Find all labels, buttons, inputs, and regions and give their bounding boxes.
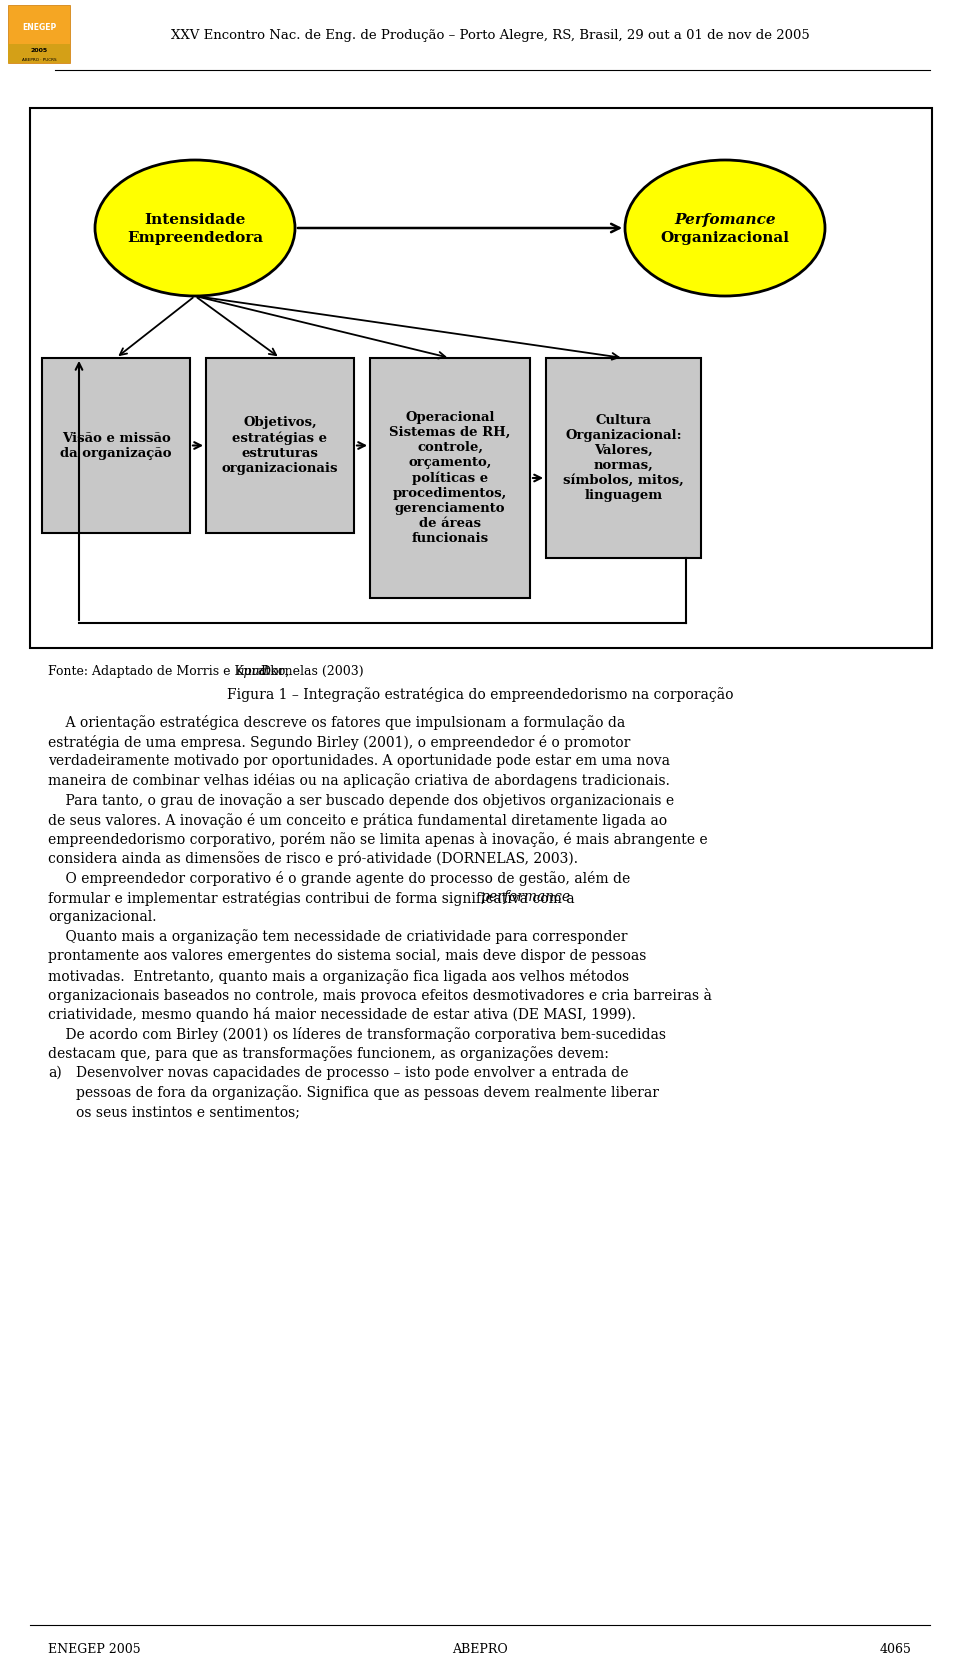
Text: Perfomance: Perfomance xyxy=(674,213,776,228)
Ellipse shape xyxy=(95,160,295,296)
Text: XXV Encontro Nac. de Eng. de Produção – Porto Alegre, RS, Brasil, 29 out a 01 de: XXV Encontro Nac. de Eng. de Produção – … xyxy=(171,28,809,42)
Text: A orientação estratégica descreve os fatores que impulsionam a formulação da: A orientação estratégica descreve os fat… xyxy=(48,715,625,730)
FancyBboxPatch shape xyxy=(546,357,701,558)
Text: ABEPRO: ABEPRO xyxy=(452,1644,508,1655)
Text: pessoas de fora da organização. Significa que as pessoas devem realmente liberar: pessoas de fora da organização. Signific… xyxy=(76,1085,659,1100)
Text: empreendedorismo corporativo, porém não se limita apenas à inovação, é mais abra: empreendedorismo corporativo, porém não … xyxy=(48,833,708,848)
Text: a): a) xyxy=(48,1065,61,1080)
Text: de seus valores. A inovação é um conceito e prática fundamental diretamente liga: de seus valores. A inovação é um conceit… xyxy=(48,813,667,828)
Text: Para tanto, o grau de inovação a ser buscado depende dos objetivos organizaciona: Para tanto, o grau de inovação a ser bus… xyxy=(48,793,674,808)
Text: Quanto mais a organização tem necessidade de criatividade para corresponder: Quanto mais a organização tem necessidad… xyxy=(48,929,628,944)
Text: ABEPRO · PUCRS: ABEPRO · PUCRS xyxy=(22,58,57,61)
FancyBboxPatch shape xyxy=(8,43,70,63)
Text: os seus instintos e sentimentos;: os seus instintos e sentimentos; xyxy=(76,1105,300,1119)
Text: Figura 1 – Integração estratégica do empreendedorismo na corporação: Figura 1 – Integração estratégica do emp… xyxy=(227,686,733,701)
FancyBboxPatch shape xyxy=(206,357,354,534)
Text: formular e implementar estratégias contribui de forma significativa com a: formular e implementar estratégias contr… xyxy=(48,891,579,906)
Text: ENEGEP: ENEGEP xyxy=(22,23,56,33)
Text: Visão e missão
da organização: Visão e missão da organização xyxy=(60,432,172,459)
FancyBboxPatch shape xyxy=(30,108,932,648)
Text: organizacionais baseados no controle, mais provoca efeitos desmotivadores e cria: organizacionais baseados no controle, ma… xyxy=(48,987,712,1002)
Text: Empreendedora: Empreendedora xyxy=(127,231,263,244)
Text: destacam que, para que as transformações funcionem, as organizações devem:: destacam que, para que as transformações… xyxy=(48,1047,609,1062)
Text: O empreendedor corporativo é o grande agente do processo de gestão, além de: O empreendedor corporativo é o grande ag… xyxy=(48,871,631,886)
Text: Dornelas (2003): Dornelas (2003) xyxy=(257,665,364,678)
Text: verdadeiramente motivado por oportunidades. A oportunidade pode estar em uma nov: verdadeiramente motivado por oportunidad… xyxy=(48,755,670,768)
Text: 4065: 4065 xyxy=(880,1644,912,1655)
Text: criatividade, mesmo quando há maior necessidade de estar ativa (DE MASI, 1999).: criatividade, mesmo quando há maior nece… xyxy=(48,1007,636,1022)
Text: apud: apud xyxy=(237,665,268,678)
Text: prontamente aos valores emergentes do sistema social, mais deve dispor de pessoa: prontamente aos valores emergentes do si… xyxy=(48,949,646,962)
Text: Intensidade: Intensidade xyxy=(144,213,246,228)
Ellipse shape xyxy=(625,160,825,296)
Text: Objetivos,
estratégias e
estruturas
organizacionais: Objetivos, estratégias e estruturas orga… xyxy=(222,416,338,475)
FancyBboxPatch shape xyxy=(8,5,70,63)
Text: performance: performance xyxy=(481,891,571,904)
Text: Organizacional: Organizacional xyxy=(660,231,789,244)
Text: Fonte: Adaptado de Morris e Kuratko,: Fonte: Adaptado de Morris e Kuratko, xyxy=(48,665,293,678)
FancyBboxPatch shape xyxy=(42,357,190,534)
Text: estratégia de uma empresa. Segundo Birley (2001), o empreendedor é o promotor: estratégia de uma empresa. Segundo Birle… xyxy=(48,735,631,750)
Text: Operacional
Sistemas de RH,
controle,
orçamento,
políticas e
procedimentos,
gere: Operacional Sistemas de RH, controle, or… xyxy=(390,411,511,545)
Text: maneira de combinar velhas idéias ou na aplicação criativa de abordagens tradici: maneira de combinar velhas idéias ou na … xyxy=(48,773,670,788)
Text: 2005: 2005 xyxy=(31,48,48,53)
Text: organizacional.: organizacional. xyxy=(48,911,156,924)
Text: Cultura
Organizacional:
Valores,
normas,
símbolos, mitos,
linguagem: Cultura Organizacional: Valores, normas,… xyxy=(564,414,684,502)
FancyBboxPatch shape xyxy=(370,357,530,598)
Text: Desenvolver novas capacidades de processo – isto pode envolver a entrada de: Desenvolver novas capacidades de process… xyxy=(76,1065,629,1080)
Text: motivadas.  Entretanto, quanto mais a organização fica ligada aos velhos métodos: motivadas. Entretanto, quanto mais a org… xyxy=(48,969,629,984)
Text: considera ainda as dimensões de risco e pró-atividade (DORNELAS, 2003).: considera ainda as dimensões de risco e … xyxy=(48,851,578,866)
Text: ENEGEP 2005: ENEGEP 2005 xyxy=(48,1644,140,1655)
Text: De acordo com Birley (2001) os líderes de transformação corporativa bem-sucedida: De acordo com Birley (2001) os líderes d… xyxy=(48,1027,666,1042)
